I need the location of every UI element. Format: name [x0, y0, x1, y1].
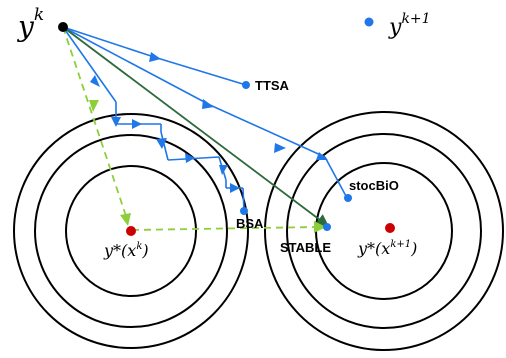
arrowhead — [89, 100, 99, 112]
right-contour-outer — [264, 111, 504, 351]
left-contour-middle — [34, 134, 228, 328]
right-contour-middle — [286, 133, 482, 329]
arrowhead — [132, 119, 142, 129]
label-ystar-left: y*(xk) — [103, 241, 149, 260]
point-ttsa — [242, 81, 250, 89]
ttsa-path — [62, 26, 247, 86]
optimum-right — [385, 223, 395, 233]
green-arrowheads — [89, 100, 326, 233]
bsa-path — [62, 26, 245, 212]
arrowhead — [90, 75, 100, 87]
arrowhead — [274, 143, 286, 153]
stocbio-path — [62, 26, 348, 199]
label-ttsa: TTSA — [255, 78, 290, 93]
left-contour-outer — [13, 113, 249, 349]
arrowhead — [219, 165, 228, 175]
point-stable — [323, 223, 331, 231]
point-stocbio — [344, 194, 352, 202]
label-yk: yk — [16, 5, 44, 43]
arrowhead — [111, 117, 121, 127]
arrowhead — [316, 152, 328, 160]
label-ystar-right: y*(xk+1) — [357, 239, 417, 258]
legend-dot — [364, 17, 374, 27]
point-bsa — [240, 207, 248, 215]
arrowhead — [185, 153, 195, 163]
blue-arrowheads — [90, 52, 328, 193]
left-contour-inner — [65, 165, 197, 297]
arrowhead — [156, 138, 167, 149]
arrowhead — [120, 213, 131, 226]
legend-label: yk+1 — [388, 11, 431, 40]
right-contours — [264, 111, 504, 351]
point-yk — [58, 22, 68, 32]
arrowhead — [202, 99, 214, 109]
label-bsa: BSA — [236, 216, 264, 231]
arrowhead — [314, 221, 326, 233]
arrowhead — [230, 183, 240, 193]
label-stocbio: stocBiO — [349, 178, 399, 193]
label-stable: STABLE — [280, 240, 331, 255]
green-dashed-path — [62, 26, 319, 231]
left-contours — [13, 113, 249, 349]
stable-path — [62, 26, 330, 227]
optimum-left — [126, 226, 136, 236]
arrowhead — [149, 52, 161, 62]
